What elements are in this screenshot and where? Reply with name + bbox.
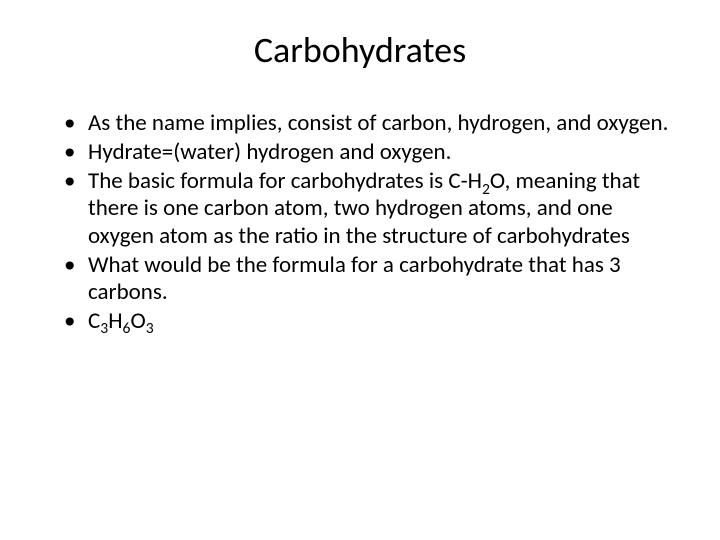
slide-content: As the name implies, consist of carbon, … xyxy=(50,110,670,335)
bullet-item: C3H6O3 xyxy=(64,308,670,335)
bullet-item: What would be the formula for a carbohyd… xyxy=(64,252,670,306)
bullet-list: As the name implies, consist of carbon, … xyxy=(64,110,670,335)
bullet-item: As the name implies, consist of carbon, … xyxy=(64,110,670,137)
bullet-item: The basic formula for carbohydrates is C… xyxy=(64,168,670,249)
bullet-item: Hydrate=(water) hydrogen and oxygen. xyxy=(64,139,670,166)
slide: Carbohydrates As the name implies, consi… xyxy=(0,0,720,540)
slide-title: Carbohydrates xyxy=(50,28,670,72)
